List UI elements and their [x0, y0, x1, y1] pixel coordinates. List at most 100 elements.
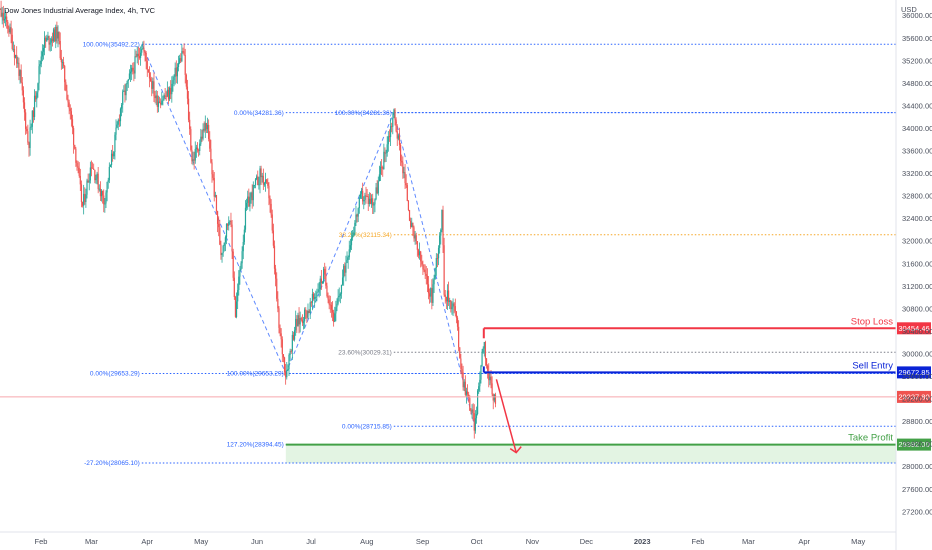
y-tick-label: 30800.00 — [902, 304, 932, 313]
candle-body — [78, 167, 80, 176]
candle-body — [123, 90, 125, 92]
candle-body — [211, 162, 213, 175]
candle-body — [257, 176, 259, 186]
candle-body — [402, 162, 404, 174]
candle-body — [51, 38, 54, 42]
chart-title: Dow Jones Industrial Average Index, 4h, … — [4, 6, 156, 15]
candle-body — [249, 197, 251, 207]
candle-body — [138, 56, 141, 58]
candle-body — [4, 16, 7, 19]
candle-body — [56, 26, 58, 39]
candle-body — [441, 209, 443, 230]
candle-body — [318, 289, 320, 292]
candle-body — [19, 70, 21, 76]
candle-body — [221, 253, 223, 255]
candle-body — [170, 87, 172, 95]
candle-body — [292, 334, 295, 340]
swing-line — [141, 44, 287, 374]
candle-body — [233, 277, 235, 297]
candle-body — [179, 58, 181, 63]
candle-body — [163, 95, 165, 100]
candle-body — [366, 196, 368, 197]
candle-body — [18, 62, 20, 76]
candle-body — [461, 368, 463, 373]
candle-body — [299, 318, 301, 325]
candle-body — [52, 29, 55, 42]
candle-body — [283, 357, 286, 372]
candle-body — [153, 81, 155, 97]
take-profit-price-tag — [897, 438, 931, 451]
candle-body — [103, 195, 105, 205]
candle-body — [124, 90, 126, 96]
candle-body — [6, 16, 8, 22]
candle-body — [319, 278, 321, 290]
x-tick-label: Mar — [85, 537, 98, 546]
candle-body — [156, 95, 158, 107]
candle-body — [62, 62, 65, 66]
candle-body — [250, 192, 252, 198]
candle-body — [254, 179, 257, 185]
candle-body — [225, 224, 228, 238]
candle-body — [261, 175, 263, 178]
candle-body — [381, 166, 383, 168]
candle-body — [108, 166, 110, 181]
candle-body — [50, 38, 52, 43]
candle-body — [161, 100, 163, 105]
candle-body — [22, 90, 24, 103]
candle-body — [275, 268, 277, 279]
trade-levels-layer: Stop Loss 30454.46 Sell Entry 29672.85 Take … — [0, 316, 931, 454]
candle-body — [494, 394, 497, 404]
y-tick-label: 32000.00 — [902, 237, 932, 246]
fib-level-label: 127.20%(28394.45) — [227, 442, 284, 449]
candle-body — [219, 227, 221, 245]
candle-body — [434, 267, 436, 280]
candle-body — [201, 136, 203, 139]
candle-body — [258, 184, 260, 186]
candle-body — [359, 193, 362, 198]
candle-body — [35, 95, 37, 100]
candle-body — [379, 166, 382, 175]
candle-body — [65, 82, 67, 91]
candle-body — [309, 302, 311, 314]
candle-body — [481, 352, 483, 366]
candle-body — [81, 201, 84, 206]
x-tick-label: Oct — [471, 537, 484, 546]
candle-body — [86, 180, 88, 195]
x-tick-label: May — [851, 537, 865, 546]
candle-body — [195, 147, 197, 149]
take-profit-zone — [285, 444, 896, 464]
candle-body — [209, 139, 211, 149]
candle-body — [234, 297, 237, 317]
candle-body — [177, 63, 180, 67]
candle-body — [377, 181, 379, 194]
candle-body — [189, 119, 191, 130]
candle-body — [340, 284, 343, 294]
candle-body — [445, 296, 447, 302]
candle-body — [193, 159, 195, 161]
candle-body — [70, 111, 72, 120]
candle-body — [49, 42, 51, 45]
candle-body — [172, 80, 174, 84]
y-tick-label: 34800.00 — [902, 79, 932, 88]
candle-body — [460, 358, 462, 369]
fib-level-label: 100.00%(35492.22) — [83, 42, 140, 49]
candle-body — [315, 296, 317, 298]
candle-body — [357, 208, 359, 217]
candle-body — [314, 297, 316, 299]
candle-body — [125, 84, 127, 96]
candle-body — [354, 222, 356, 233]
candle-body — [410, 220, 412, 228]
currency-label: USD — [901, 5, 917, 14]
candle-body — [353, 232, 355, 236]
sell-entry-label: Sell Entry — [852, 360, 893, 371]
candle-body — [64, 65, 66, 83]
swing-line — [393, 112, 476, 427]
candle-body — [304, 309, 306, 322]
y-tick-label: 31600.00 — [902, 259, 932, 268]
candle-body — [3, 18, 6, 21]
candle-body — [475, 414, 478, 419]
candle-body — [483, 342, 485, 349]
candle-body — [171, 83, 173, 95]
candle-body — [41, 51, 43, 57]
